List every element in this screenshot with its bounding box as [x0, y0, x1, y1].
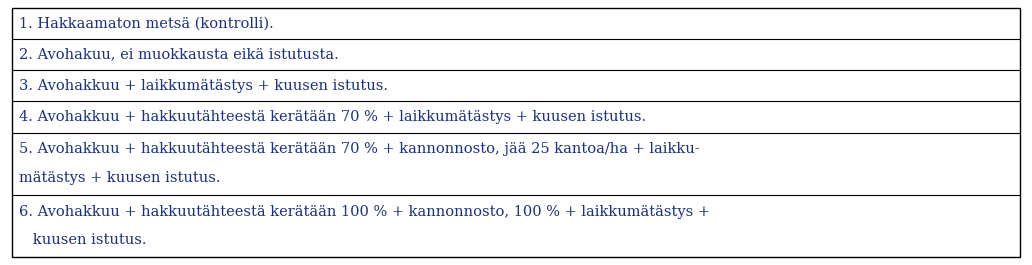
Text: 4. Avohakkuu + hakkuutähteestä kerätään 70 % + laikkumätästys + kuusen istutus.: 4. Avohakkuu + hakkuutähteestä kerätään …	[19, 110, 646, 124]
Text: kuusen istutus.: kuusen istutus.	[19, 233, 147, 247]
Text: 1. Hakkaamaton metsä (kontrolli).: 1. Hakkaamaton metsä (kontrolli).	[19, 16, 273, 30]
Text: 2. Avohakuu, ei muokkausta eikä istutusta.: 2. Avohakuu, ei muokkausta eikä istutust…	[19, 48, 338, 62]
Text: 5. Avohakkuu + hakkuutähteestä kerätään 70 % + kannonnosto, jää 25 kantoa/ha + l: 5. Avohakkuu + hakkuutähteestä kerätään …	[19, 142, 700, 156]
Text: 3. Avohakkuu + laikkumätästys + kuusen istutus.: 3. Avohakkuu + laikkumätästys + kuusen i…	[19, 79, 388, 93]
Text: 6. Avohakkuu + hakkuutähteestä kerätään 100 % + kannonnosto, 100 % + laikkumätäs: 6. Avohakkuu + hakkuutähteestä kerätään …	[19, 205, 710, 219]
Text: mätästys + kuusen istutus.: mätästys + kuusen istutus.	[19, 171, 220, 185]
